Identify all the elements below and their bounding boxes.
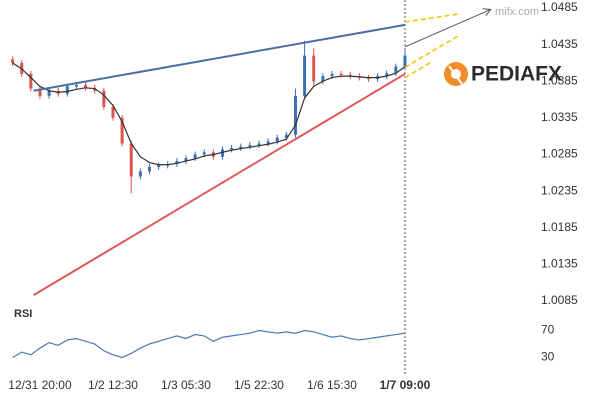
- candle-body: [102, 90, 106, 107]
- rsi-line: [12, 329, 406, 359]
- arrow-head: [482, 8, 492, 17]
- projection-line: [404, 13, 460, 23]
- y-tick-label: 1.0385: [541, 73, 578, 87]
- candle-body: [38, 88, 42, 96]
- candle-body: [138, 171, 142, 177]
- x-tick-label: 1/7 09:00: [380, 378, 431, 392]
- y-tick-label: 1.0235: [541, 183, 578, 197]
- logo-text: PEDIAFX: [471, 63, 562, 86]
- candle-body: [175, 161, 179, 165]
- y-tick-label: 1.0485: [541, 0, 578, 14]
- candle-body: [157, 165, 161, 167]
- rsi-tick-label: 30: [541, 350, 555, 364]
- candle-body: [184, 158, 188, 162]
- y-tick-label: 1.0285: [541, 147, 578, 161]
- candle-body: [293, 95, 297, 135]
- candle-body: [303, 55, 307, 96]
- x-tick-label: 1/2 12:30: [88, 378, 138, 392]
- candle-body: [230, 147, 234, 150]
- candle-body: [312, 55, 316, 82]
- candle-body: [403, 55, 407, 67]
- candle-body: [65, 86, 69, 94]
- moving-average: [12, 62, 406, 166]
- x-tick-label: 1/5 22:30: [234, 378, 284, 392]
- candle-body: [193, 154, 197, 159]
- projection-line: [404, 60, 433, 79]
- rsi-label: RSI: [14, 308, 32, 320]
- candle-body: [120, 117, 124, 144]
- y-tick-label: 1.0185: [541, 220, 578, 234]
- candle-body: [74, 84, 78, 87]
- candle-body: [239, 146, 243, 148]
- candle-body: [394, 66, 398, 74]
- trendline: [33, 23, 406, 92]
- candle-body: [111, 106, 115, 118]
- candle-body: [147, 166, 151, 172]
- candle-body: [321, 76, 325, 82]
- watermark: mifx.com: [495, 6, 539, 18]
- candle-body: [330, 73, 334, 77]
- candle-body: [129, 143, 133, 177]
- y-tick-label: 1.0335: [541, 110, 578, 124]
- x-tick-label: 1/3 05:30: [161, 378, 211, 392]
- candle-body: [348, 74, 352, 77]
- candle-body: [29, 73, 33, 89]
- y-tick-label: 1.0085: [541, 293, 578, 307]
- y-tick-label: 1.0435: [541, 37, 578, 51]
- candle-body: [339, 73, 343, 75]
- rsi-tick-label: 70: [541, 323, 555, 337]
- x-tick-label: 1/6 15:30: [307, 378, 357, 392]
- candle-body: [284, 134, 288, 138]
- candle-body: [84, 84, 88, 88]
- candle-body: [47, 90, 51, 96]
- candle-body: [366, 77, 370, 80]
- candle-body: [385, 73, 389, 77]
- y-tick-label: 1.0135: [541, 257, 578, 271]
- candle-body: [202, 152, 206, 155]
- candle-body: [275, 137, 279, 142]
- candle-body: [248, 144, 252, 147]
- candle-body: [11, 59, 15, 63]
- candle-body: [220, 149, 224, 157]
- candle-body: [266, 141, 270, 144]
- projection-line: [404, 34, 461, 68]
- arrow-line: [404, 9, 491, 48]
- logo-icon: [444, 62, 468, 86]
- trendline: [33, 73, 406, 296]
- candle-body: [257, 143, 261, 145]
- x-tick-label: 12/31 20:00: [8, 378, 72, 392]
